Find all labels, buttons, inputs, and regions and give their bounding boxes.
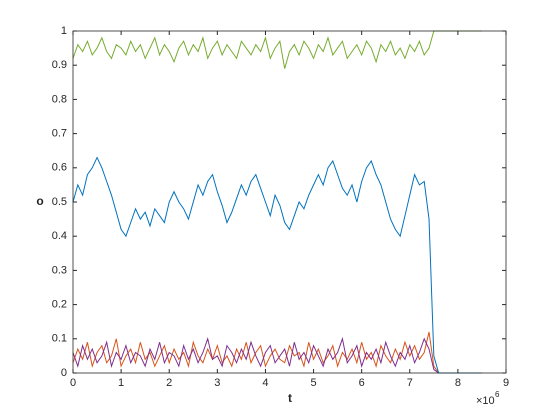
x-multiplier-exponent: 6	[495, 390, 500, 399]
x-tick-label: 2	[166, 377, 172, 389]
y-tick-label: 0.7	[52, 128, 67, 140]
y-tick-label: 0.8	[52, 93, 67, 105]
y-tick-label: 1	[61, 25, 67, 37]
x-axis-label: t	[288, 391, 292, 405]
series-line	[72, 30, 482, 69]
y-axis-label: o	[36, 194, 43, 208]
y-tick-label: 0.9	[52, 59, 67, 71]
x-tick-label: 0	[70, 377, 76, 389]
y-tick-label: 0.5	[52, 196, 67, 208]
series-line	[72, 336, 482, 374]
x-tick-label: 3	[214, 377, 220, 389]
y-tick-label: 0.2	[52, 299, 67, 311]
y-tick-label: 0	[61, 367, 67, 379]
y-tick-label: 0.6	[52, 162, 67, 174]
x-tick-label: 7	[407, 377, 413, 389]
x-tick-label: 4	[262, 377, 268, 389]
x-tick-label: 6	[359, 377, 365, 389]
x-multiplier: ×10	[476, 395, 495, 407]
x-tick-label: 5	[310, 377, 316, 389]
x-tick-label: 1	[118, 377, 124, 389]
y-tick-label: 0.1	[52, 333, 67, 345]
x-tick-label: 8	[455, 377, 461, 389]
y-tick-label: 0.4	[52, 230, 67, 242]
y-tick-label: 0.3	[52, 264, 67, 276]
x-tick-label: 9	[503, 377, 509, 389]
series-line	[72, 331, 482, 374]
series-line	[72, 156, 482, 374]
